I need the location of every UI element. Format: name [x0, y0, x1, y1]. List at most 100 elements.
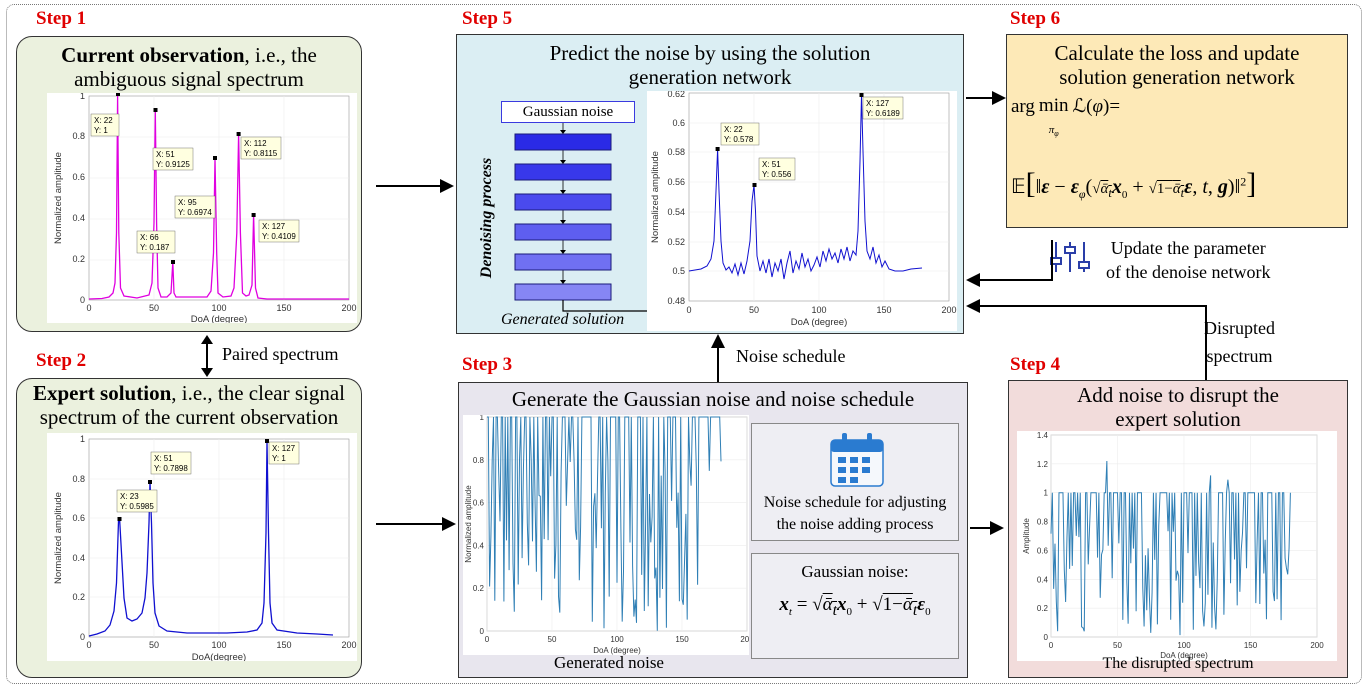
gaussian-noise-label: Gaussian noise: — [801, 562, 909, 581]
svg-text:X: 127: X: 127 — [262, 222, 286, 231]
svg-text:100: 100 — [610, 635, 624, 644]
step1-datatips — [116, 92, 256, 264]
arrow-step5-to-step6 — [966, 91, 1006, 105]
svg-text:0.2: 0.2 — [473, 584, 485, 593]
svg-text:0.6: 0.6 — [473, 499, 485, 508]
svg-text:150: 150 — [276, 640, 291, 650]
svg-text:X: 22: X: 22 — [724, 125, 743, 134]
step-6-label: Step 6 — [1010, 8, 1061, 29]
svg-text:Y: 0.578: Y: 0.578 — [724, 135, 754, 144]
svg-text:100: 100 — [1177, 641, 1191, 650]
svg-text:Y: 0.7898: Y: 0.7898 — [154, 464, 188, 473]
svg-text:0.8: 0.8 — [72, 131, 85, 141]
step1-ylabel: Normalized amplitude — [53, 152, 64, 244]
gaussian-noise-box: Gaussian noise — [501, 101, 635, 123]
svg-text:X: 51: X: 51 — [762, 160, 781, 169]
svg-text:0.48: 0.48 — [667, 296, 685, 306]
svg-text:1: 1 — [480, 415, 485, 422]
arrow-noise-schedule — [711, 334, 725, 382]
svg-text:150: 150 — [1244, 641, 1258, 650]
noise-schedule-box: Noise schedule for adjusting the noise ad… — [751, 423, 959, 541]
svg-text:50: 50 — [149, 303, 159, 313]
denoising-process-label: Denoising process — [478, 157, 495, 279]
step2-chart: X: 51 Y: 0.7898 X: 127 Y: 1 X: 23 Y: 0.5985… — [47, 433, 357, 663]
svg-text:X: 51: X: 51 — [154, 454, 173, 463]
step2-datatips — [117, 439, 269, 521]
svg-text:0.4: 0.4 — [473, 541, 485, 550]
arrow-step4-up — [1062, 305, 1207, 380]
step1-chart: X: 22 Y: 1 X: 51 Y: 0.9125 X: 112 Y: 0.8115… — [47, 91, 357, 325]
step6-panel: Calculate the loss and update solution ge… — [1006, 34, 1348, 228]
svg-text:50: 50 — [749, 305, 759, 315]
denoising-network — [514, 123, 659, 315]
step6-title: Calculate the loss and update solution ge… — [1054, 41, 1300, 89]
svg-text:0.4: 0.4 — [72, 553, 85, 563]
svg-text:0: 0 — [485, 635, 490, 644]
svg-text:0.6: 0.6 — [1037, 546, 1049, 555]
disrupted-spectrum-label: Disrupted spectrum — [1204, 318, 1275, 366]
gaussian-noise-formula-box: Gaussian noise: xt = √ᾱtx0 + √1−ᾱtε0 — [751, 553, 959, 659]
svg-text:50: 50 — [149, 640, 159, 650]
svg-text:Y: 0.9125: Y: 0.9125 — [156, 160, 190, 169]
disrupted-spectrum-caption: The disrupted spectrum — [1102, 655, 1254, 672]
svg-text:0.52: 0.52 — [667, 237, 685, 247]
svg-text:200: 200 — [740, 635, 749, 644]
svg-text:0: 0 — [80, 295, 85, 305]
svg-text:200: 200 — [941, 305, 956, 315]
noise-schedule-label: Noise schedule — [736, 346, 846, 366]
step5-panel: Predict the noise by using the solution g… — [456, 34, 964, 334]
svg-text:X: 95: X: 95 — [178, 198, 197, 207]
step-3-label: Step 3 — [462, 354, 513, 375]
svg-text:1: 1 — [80, 434, 85, 444]
svg-text:Y: 0.5985: Y: 0.5985 — [120, 502, 154, 511]
svg-text:200: 200 — [341, 303, 356, 313]
svg-text:0.58: 0.58 — [667, 147, 685, 157]
svg-text:X: 22: X: 22 — [94, 116, 113, 125]
svg-text:Amplitude: Amplitude — [1022, 518, 1031, 554]
step-1-label: Step 1 — [36, 8, 87, 29]
update-parameter-label: Update the parameter of the denoise netwo… — [1106, 238, 1271, 282]
step-4-label: Step 4 — [1010, 354, 1061, 375]
svg-text:1.4: 1.4 — [1037, 431, 1049, 440]
svg-text:1: 1 — [1044, 489, 1049, 498]
step1-title: Current observation, i.e., the ambiguous… — [61, 43, 317, 91]
svg-text:X: 127: X: 127 — [866, 99, 890, 108]
step5-title: Predict the noise by using the solution g… — [549, 41, 871, 89]
svg-text:0: 0 — [80, 632, 85, 642]
svg-text:200: 200 — [1310, 641, 1324, 650]
step5-datatips — [715, 93, 864, 187]
gaussian-noise-formula: xt = √ᾱtx0 + √1−ᾱtε0 — [779, 594, 931, 619]
svg-text:X: 51: X: 51 — [156, 150, 175, 159]
step2-xlabel: DoA(degree) — [192, 652, 246, 661]
svg-text:Y: 0.6189: Y: 0.6189 — [866, 109, 900, 118]
svg-text:Normalized amplitude: Normalized amplitude — [464, 485, 473, 563]
arrow-step2-to-step3 — [376, 517, 456, 531]
svg-text:200: 200 — [341, 640, 356, 650]
svg-text:Y: 0.4109: Y: 0.4109 — [262, 232, 296, 241]
svg-text:DoA (degree): DoA (degree) — [1160, 651, 1208, 660]
svg-text:X: 23: X: 23 — [120, 492, 139, 501]
svg-text:0: 0 — [480, 627, 485, 636]
loss-formula-expectation: 𝔼[‖ε − εφ(√ᾱtx0 + √1−ᾱtε, t, g)‖2] — [1011, 167, 1257, 201]
svg-text:0.62: 0.62 — [667, 91, 685, 99]
loss-formula-argmin: arg min πφℒ(φ)= — [1011, 95, 1121, 139]
svg-text:0.8: 0.8 — [72, 474, 85, 484]
svg-text:0.54: 0.54 — [667, 207, 685, 217]
svg-text:Y: 1: Y: 1 — [94, 126, 108, 135]
svg-text:0.2: 0.2 — [72, 592, 85, 602]
svg-text:150: 150 — [276, 303, 291, 313]
generated-noise-caption: Generated noise — [554, 653, 664, 672]
svg-text:0.2: 0.2 — [72, 254, 85, 264]
outer-frame — [6, 4, 1362, 684]
svg-text:150: 150 — [675, 635, 689, 644]
step3-panel: Generate the Gaussian noise and noise sc… — [458, 382, 968, 678]
svg-text:0: 0 — [1044, 633, 1049, 642]
svg-text:Y: 0.6974: Y: 0.6974 — [178, 208, 212, 217]
svg-text:50: 50 — [1113, 641, 1122, 650]
svg-text:X: 66: X: 66 — [140, 233, 159, 242]
svg-text:Y: 0.8115: Y: 0.8115 — [244, 149, 278, 158]
calendar-icon — [830, 433, 884, 487]
svg-text:0.8: 0.8 — [473, 456, 485, 465]
svg-text:0.4: 0.4 — [72, 213, 85, 223]
svg-text:100: 100 — [211, 303, 226, 313]
